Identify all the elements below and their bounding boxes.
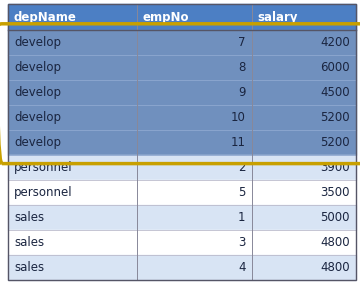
Text: 3900: 3900 [320, 161, 350, 174]
Text: 1: 1 [238, 211, 246, 224]
Bar [8, 205, 356, 230]
Text: develop: develop [14, 36, 61, 49]
Text: 6000: 6000 [320, 61, 350, 74]
Text: 11: 11 [231, 136, 246, 149]
Text: develop: develop [14, 86, 61, 99]
Text: sales: sales [14, 261, 44, 274]
Text: sales: sales [14, 236, 44, 249]
Text: 4800: 4800 [320, 236, 350, 249]
Text: develop: develop [14, 61, 61, 74]
Text: 4200: 4200 [320, 36, 350, 49]
Text: salary: salary [258, 11, 298, 24]
Bar [8, 155, 356, 180]
Text: 5200: 5200 [320, 136, 350, 149]
Bar [8, 80, 356, 105]
Bar [8, 130, 356, 155]
Text: personnel: personnel [14, 186, 73, 199]
Text: 4500: 4500 [320, 86, 350, 99]
Bar [8, 30, 356, 55]
Text: 4: 4 [238, 261, 246, 274]
Bar [8, 4, 356, 30]
Text: 7: 7 [238, 36, 246, 49]
Text: 5000: 5000 [320, 211, 350, 224]
Bar [8, 105, 356, 130]
Text: 2: 2 [238, 161, 246, 174]
Text: 10: 10 [231, 111, 246, 124]
Bar [8, 230, 356, 255]
Text: 8: 8 [238, 61, 246, 74]
Text: 4800: 4800 [320, 261, 350, 274]
Text: depName: depName [14, 11, 77, 24]
Text: personnel: personnel [14, 161, 73, 174]
Bar [8, 255, 356, 280]
Text: 9: 9 [238, 86, 246, 99]
Text: 5: 5 [238, 186, 246, 199]
Text: develop: develop [14, 111, 61, 124]
Bar [8, 55, 356, 80]
Text: 3: 3 [238, 236, 246, 249]
Text: sales: sales [14, 211, 44, 224]
Text: 3500: 3500 [320, 186, 350, 199]
Text: 5200: 5200 [320, 111, 350, 124]
Bar [8, 180, 356, 205]
Text: develop: develop [14, 136, 61, 149]
Text: empNo: empNo [143, 11, 189, 24]
